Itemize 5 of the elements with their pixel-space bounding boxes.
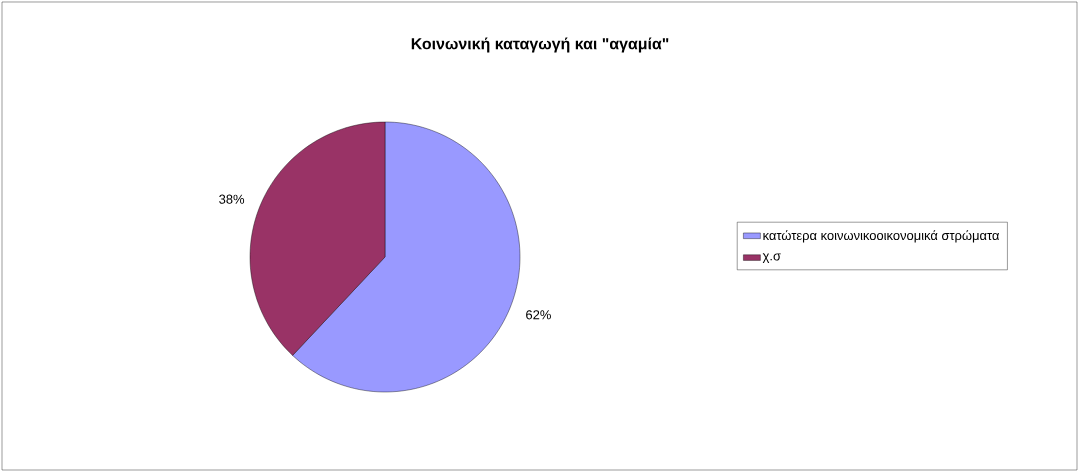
data-label: 62% [526,310,551,320]
legend-label: κατώτερα κοινωνικοοικονομικά στρώματα [763,230,1000,243]
chart-title: Κοινωνική καταγωγή και "αγαμία" [411,37,669,53]
legend-label: χ.σ [762,253,781,264]
data-label: 38% [219,194,245,204]
